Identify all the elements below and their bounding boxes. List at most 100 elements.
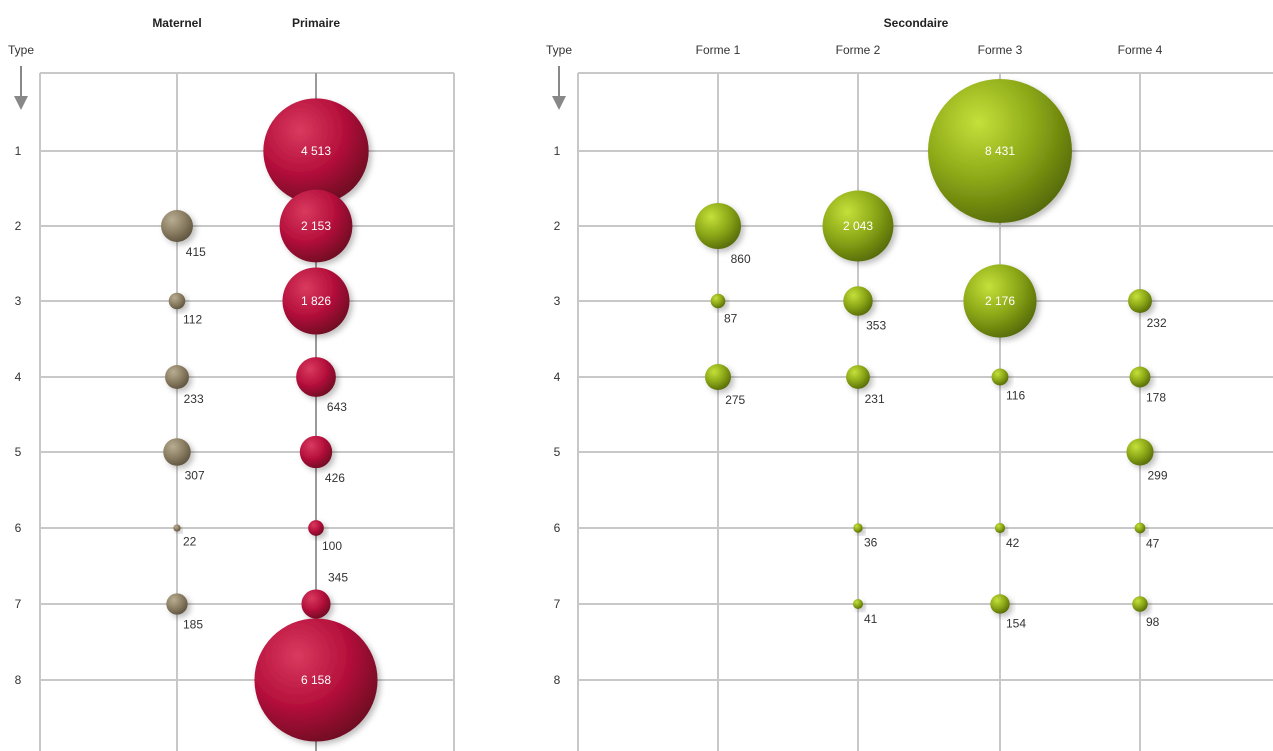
value-label: 41 <box>864 612 878 626</box>
bubble-forme-4-type-6: 47 <box>1134 522 1160 550</box>
bubble-forme-4-type-5: 299 <box>1126 438 1168 483</box>
bubble-forme-3-type-1: 8 431 <box>928 79 1072 223</box>
bubble-circle <box>254 618 378 742</box>
type-axis-label-right: Type <box>546 43 572 57</box>
value-label: 860 <box>731 252 751 266</box>
bubble-circle <box>1134 522 1146 534</box>
value-label: 345 <box>328 570 348 584</box>
value-label: 47 <box>1146 536 1160 550</box>
type-tick-1: 1 <box>15 144 22 158</box>
column-header-forme-2: Forme 2 <box>836 43 881 57</box>
type-tick-7: 7 <box>554 597 561 611</box>
bubble-circle <box>695 203 741 249</box>
bubble-circle <box>705 364 731 390</box>
bubble-circle <box>161 210 193 242</box>
type-tick-1: 1 <box>554 144 561 158</box>
value-label: 233 <box>184 392 204 406</box>
type-tick-2: 2 <box>15 219 22 233</box>
type-tick-6: 6 <box>554 521 561 535</box>
bubble-forme-4-type-4: 178 <box>1129 366 1166 405</box>
value-label: 231 <box>865 392 885 406</box>
type-tick-5: 5 <box>15 445 22 459</box>
grid-right <box>577 72 1273 751</box>
type-tick-labels-right: 1 2 3 4 5 6 7 8 <box>554 144 561 687</box>
value-label: 154 <box>1006 617 1026 631</box>
value-label: 232 <box>1147 316 1167 330</box>
bubble-forme-2-type-4: 231 <box>846 365 885 406</box>
bubble-circle <box>282 267 350 335</box>
type-tick-4: 4 <box>554 370 561 384</box>
bubble-forme-3-type-3: 2 176 <box>963 264 1037 338</box>
bubble-circle <box>1132 596 1148 612</box>
bubble-forme-3-type-6: 42 <box>994 522 1020 550</box>
type-tick-3: 3 <box>554 294 561 308</box>
value-label: 2 176 <box>985 294 1015 308</box>
bubble-forme-3-type-7: 154 <box>990 594 1026 631</box>
type-tick-2: 2 <box>554 219 561 233</box>
bubble-circle <box>301 589 331 619</box>
bubble-maternel-type-4: 233 <box>165 365 204 406</box>
value-label: 98 <box>1146 615 1160 629</box>
bubble-forme-4-type-3: 232 <box>1128 289 1167 330</box>
bubble-primaire-type-7: 345 <box>301 570 348 619</box>
bubble-primaire-type-8: 6 158 <box>254 618 378 742</box>
value-label: 36 <box>864 536 878 550</box>
value-label: 1 826 <box>301 294 331 308</box>
bubble-circle <box>991 368 1009 386</box>
panel-secondaire: Secondaire Type Forme 1 Forme 2 Forme 3 For… <box>546 16 1273 751</box>
bubble-circle <box>963 264 1037 338</box>
value-label: 178 <box>1146 391 1166 405</box>
value-label: 116 <box>1006 388 1025 402</box>
bubble-circle <box>843 286 873 316</box>
bubbles-left: 415 112 233 307 22 185 4 513 2 153 1 826 643 426 10… <box>161 98 378 742</box>
bubble-circle <box>822 190 894 262</box>
grid-left <box>39 72 455 751</box>
value-label: 6 158 <box>301 673 331 687</box>
value-label: 275 <box>725 393 745 407</box>
type-tick-6: 6 <box>15 521 22 535</box>
bubble-forme-2-type-7: 41 <box>852 598 878 626</box>
bubble-forme-1-type-2: 860 <box>695 203 751 266</box>
bubbles-right: 860 87 275 2 043 353 231 36 41 8 431 2 176 116 42 15… <box>695 79 1168 631</box>
bubble-circle <box>263 98 369 204</box>
bubble-circle <box>166 593 188 615</box>
type-tick-5: 5 <box>554 445 561 459</box>
bubble-primaire-type-1: 4 513 <box>263 98 369 204</box>
bubble-circle <box>710 293 726 309</box>
value-label: 4 513 <box>301 144 331 158</box>
bubble-circle <box>994 522 1006 534</box>
bubble-circle <box>853 523 863 533</box>
bubble-primaire-type-5: 426 <box>299 435 345 485</box>
group-label-secondaire: Secondaire <box>884 16 949 30</box>
bubble-forme-2-type-2: 2 043 <box>822 190 894 262</box>
bubble-maternel-type-2: 415 <box>161 210 206 259</box>
bubble-circle <box>928 79 1072 223</box>
type-axis-arrow-head-left <box>14 96 28 110</box>
bubble-forme-3-type-4: 116 <box>991 368 1025 402</box>
column-header-forme-4: Forme 4 <box>1118 43 1163 57</box>
bubble-circle <box>279 189 353 263</box>
type-tick-7: 7 <box>15 597 22 611</box>
value-label: 2 153 <box>301 219 331 233</box>
bubble-maternel-type-3: 112 <box>168 292 202 326</box>
bubble-circle <box>1126 438 1154 466</box>
bubble-primaire-type-3: 1 826 <box>282 267 350 335</box>
bubble-primaire-type-6: 100 <box>308 520 342 553</box>
value-label: 42 <box>1006 536 1020 550</box>
column-header-forme-1: Forme 1 <box>696 43 741 57</box>
bubble-circle <box>163 438 191 466</box>
column-headers-right: Forme 1 Forme 2 Forme 3 Forme 4 <box>696 43 1163 57</box>
type-tick-3: 3 <box>15 294 22 308</box>
type-axis-arrow-head-right <box>552 96 566 110</box>
bubble-maternel-type-5: 307 <box>163 438 205 483</box>
bubble-forme-1-type-3: 87 <box>710 293 738 325</box>
column-header-maternel: Maternel <box>152 16 201 30</box>
bubble-circle <box>990 594 1010 614</box>
value-label: 2 043 <box>843 219 873 233</box>
bubble-circle <box>1128 289 1152 313</box>
value-label: 8 431 <box>985 144 1015 158</box>
value-label: 643 <box>327 400 347 414</box>
value-label: 185 <box>183 618 203 632</box>
